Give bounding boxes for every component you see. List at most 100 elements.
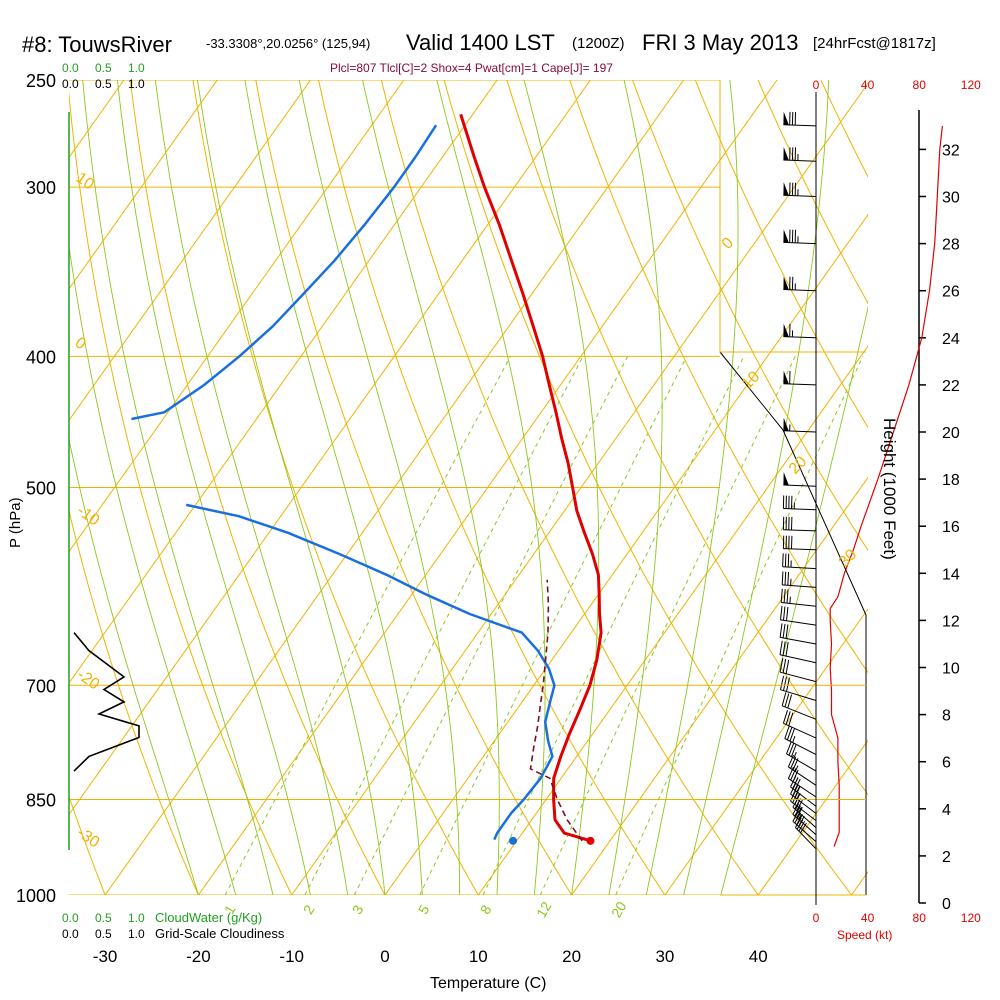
wind-barb-half-flag: [792, 736, 796, 743]
isotherm-line: [757, 739, 868, 895]
wind-barb-staff: [783, 241, 817, 245]
dry-adiabat: [255, 80, 573, 895]
wind-barb-half-flag: [793, 751, 797, 759]
dry-adiabat: [0, 80, 12, 895]
wind-barb-flag: [788, 712, 794, 726]
wind-barb-flag: [780, 588, 783, 603]
wind-barb-flag: [787, 694, 793, 709]
temperature-line: [459, 113, 603, 843]
wind-layer: [779, 111, 943, 850]
moist-adiabat: [645, 80, 739, 895]
wind-barb-half-flag: [796, 786, 801, 793]
wind-barb: [779, 640, 817, 664]
temperature-tick-label: 10: [469, 947, 488, 966]
wind-barb-pennant: [783, 182, 789, 196]
wind-barb-flag: [782, 641, 786, 656]
speed-tick-label-bottom: 80: [913, 911, 927, 925]
isotherm-line: [69, 80, 405, 553]
wind-barb-flag: [784, 571, 787, 586]
wind-barb-half-flag: [796, 800, 801, 807]
wind-barb: [783, 147, 817, 162]
moist-adiabat: [298, 80, 461, 895]
dry-adiabat: [443, 80, 852, 895]
isotherm-line: [664, 608, 868, 895]
wind-barb-flag: [781, 571, 784, 585]
wind-barb: [780, 588, 817, 607]
height-tick-label: 24: [942, 331, 960, 348]
pressure-tick-label: 500: [26, 479, 56, 499]
wind-barb-flag: [781, 692, 787, 706]
height-tick-label: 2: [942, 849, 951, 866]
moist-adiabat: [154, 80, 349, 895]
wind-barb-flag: [782, 623, 786, 639]
wind-barb: [782, 495, 817, 511]
isotherm-line: [69, 80, 311, 422]
height-tick-label: 4: [942, 802, 951, 819]
station-coords: -33.3308°,20.0256° (125,94): [206, 36, 370, 51]
wind-barb-flag: [782, 658, 787, 674]
height-tick-label: 20: [942, 425, 960, 442]
pressure-tick-label: 400: [26, 347, 56, 367]
height-tick-label: 12: [942, 613, 960, 630]
wind-barb-flag: [787, 553, 790, 568]
cloud-scale-bottom-label: 0.0: [62, 911, 79, 925]
wind-barb-flag: [786, 741, 792, 754]
isotherm-label: 10: [739, 368, 764, 393]
wind-barb: [779, 623, 817, 645]
speed-tick-label-top: 0: [813, 78, 820, 92]
wind-barb-pennant: [783, 417, 789, 431]
wind-barb-flag: [790, 768, 797, 781]
isotherm-line: [384, 213, 868, 895]
wind-barb: [781, 571, 817, 588]
wind-barb-flag: [786, 589, 789, 604]
wind-barb-half-flag: [789, 596, 791, 604]
wind-barb-staff: [780, 689, 817, 701]
moist-adiabat: [82, 80, 274, 895]
dry-adiabat: [318, 80, 666, 895]
dewpoint-line: [131, 124, 438, 421]
mixing-ratio-line: [419, 356, 688, 895]
temperature-tick-label: -20: [186, 947, 211, 966]
wind-barb-flag: [785, 659, 790, 674]
moist-adiabat: [69, 437, 199, 895]
pressure-tick-label: 1000: [16, 886, 56, 906]
height-tick-label: 8: [942, 708, 951, 725]
forecast-label: [24hrFcst@1817z]: [813, 35, 936, 52]
wind-barb-pennant: [783, 111, 789, 125]
wind-barb: [783, 323, 817, 339]
height-tick-label: 18: [942, 472, 960, 489]
wind-barb: [790, 775, 817, 807]
isotherm-line: [477, 345, 868, 895]
wind-barb: [780, 606, 817, 626]
wind-barb: [786, 741, 817, 772]
pressure-tick-label: 300: [26, 178, 56, 198]
mixing-ratio-label: 5: [415, 902, 433, 917]
cloud-scale-top-label: 0.0: [62, 77, 79, 91]
wind-barb-flag: [779, 623, 783, 638]
cloud-scale-top-label: 0.5: [95, 61, 112, 75]
speed-tick-label-top: 120: [961, 78, 981, 92]
wind-barb-staff: [783, 508, 817, 511]
cloudiness-scale-label: 0.5: [95, 927, 112, 941]
cloudwater-label: CloudWater (g/Kg): [155, 910, 262, 925]
wind-barb: [780, 675, 817, 701]
mixing-ratio-line: [539, 356, 796, 895]
speed-tick-label-bottom: 40: [861, 911, 875, 925]
dry-adiabat: [694, 80, 868, 429]
isotherm-label: 30: [836, 546, 861, 571]
wind-barb-staff: [783, 430, 817, 433]
dry-adiabat: [506, 80, 868, 796]
dry-adiabat: [69, 795, 106, 895]
x-axis-title: Temperature (C): [430, 975, 546, 992]
station-title: #8: TouwsRiver: [22, 32, 172, 57]
isotherm-line: [851, 870, 868, 895]
temperature-tick-label: -10: [279, 947, 304, 966]
dry-adiabat: [569, 80, 868, 674]
moist-adiabat: [196, 80, 386, 895]
wind-barb-staff: [783, 336, 817, 339]
cloud-scale-top-label: 0.0: [62, 61, 79, 75]
speed-tick-label-bottom: 0: [813, 911, 820, 925]
wind-panel-frame: [719, 351, 867, 895]
